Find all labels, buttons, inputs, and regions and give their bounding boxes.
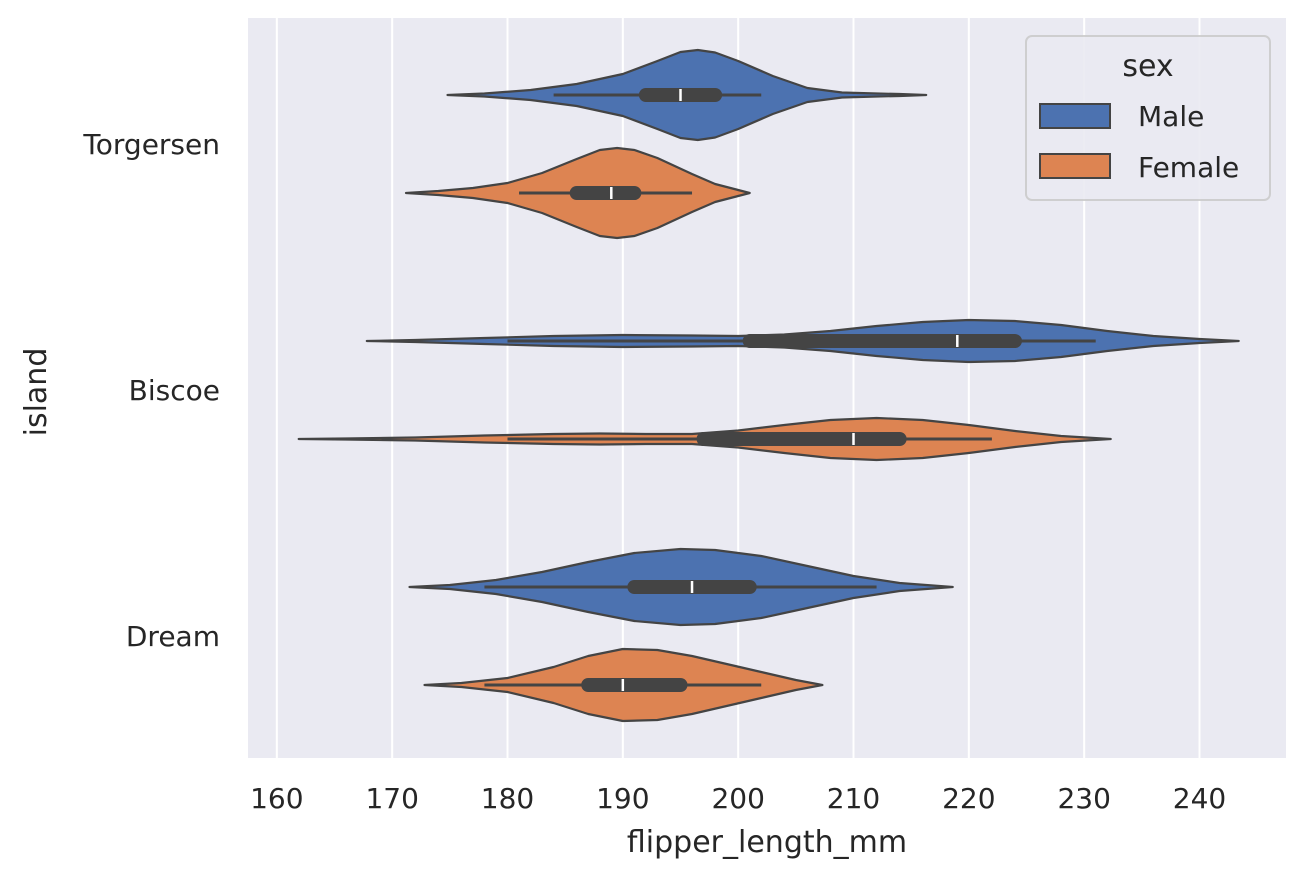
violins	[297, 48, 1240, 723]
x-tick-label: 200	[711, 782, 764, 815]
x-tick-label: 180	[481, 782, 534, 815]
x-tick-labels: 160 170 180 190 200 210 220 230 240	[250, 782, 1226, 815]
x-tick-label: 160	[250, 782, 303, 815]
x-tick-label: 190	[596, 782, 649, 815]
legend-label-male: Male	[1138, 100, 1204, 133]
y-tick-label: Torgersen	[82, 128, 220, 161]
x-tick-label: 170	[365, 782, 418, 815]
x-axis-title: flipper_length_mm	[627, 825, 907, 860]
x-tick-label: 220	[942, 782, 995, 815]
y-axis-title: island	[19, 348, 54, 437]
legend-swatch-male	[1039, 103, 1111, 129]
x-tick-label: 210	[827, 782, 880, 815]
x-tick-label: 230	[1057, 782, 1110, 815]
y-tick-labels: Torgersen Biscoe Dream	[82, 128, 220, 653]
legend-swatch-female	[1039, 153, 1111, 179]
y-tick-label: Dream	[126, 620, 220, 653]
legend-label-female: Female	[1138, 151, 1239, 184]
legend: sex Male Female	[1025, 35, 1271, 201]
legend-title: sex	[1122, 49, 1173, 84]
y-tick-label: Biscoe	[129, 374, 220, 407]
x-tick-label: 240	[1173, 782, 1226, 815]
